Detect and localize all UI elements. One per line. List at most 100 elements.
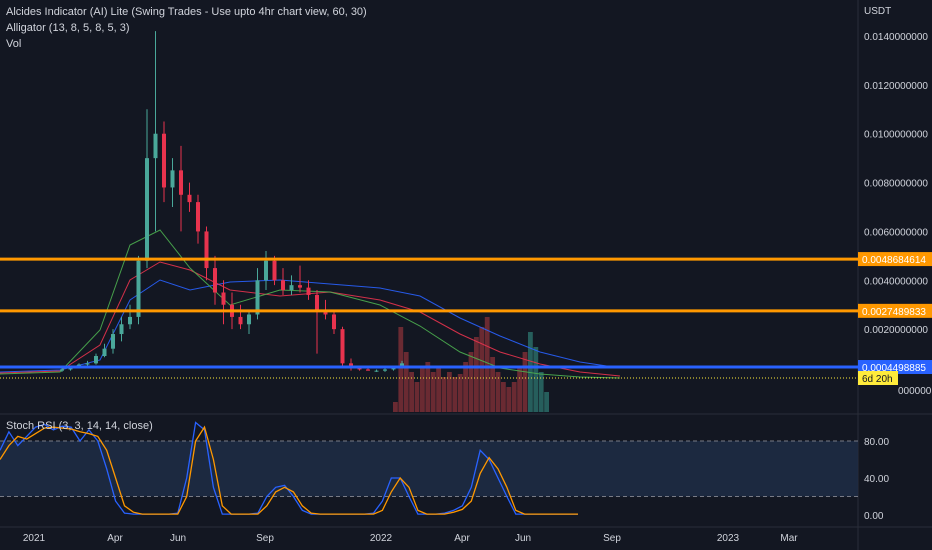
countdown-text: 6d 20h [862,374,893,385]
level-price-tag [858,252,932,267]
volume-bar [409,372,414,412]
stoch-tick-label: 0.00 [864,511,884,522]
price-tick-label: 0.0080000000 [864,179,928,190]
x-tick-label: Sep [256,533,274,544]
price-tick-label: 000000 [898,386,932,397]
volume-bar [468,352,474,412]
x-tick-label: Jun [170,533,186,544]
volume-bar [528,332,533,412]
volume-bar [398,327,404,412]
x-tick-label: 2022 [370,533,393,544]
volume-bar [517,367,522,412]
price-tick-label: 0.0040000000 [864,276,928,287]
level-price-text: 0.0027489833 [862,307,926,318]
volume-bar [538,372,544,412]
candle-body [247,314,251,325]
x-tick-label: Jun [515,533,531,544]
alligator-line [0,261,621,377]
candle-body [238,316,243,325]
currency-label: USDT [864,6,892,17]
alligator-line [0,229,621,379]
volume-bar [463,362,468,412]
candle-body [264,260,268,281]
candle-body [94,356,98,364]
candle-body [383,369,387,371]
candle-body [332,314,336,330]
candle-body [221,292,226,305]
price-tick-label: 0.0140000000 [864,32,928,43]
volume-bar [447,372,452,412]
candle-body [213,268,217,293]
candle-body [111,334,115,349]
volume-bar [420,367,425,412]
volume-bar [495,372,501,412]
volume-bar [511,382,517,412]
volume-bar [414,382,420,412]
alligator-legend[interactable]: Alligator (13, 8, 5, 8, 5, 3) [6,22,130,34]
candle-body [119,324,124,335]
level-price-text: 0.0004498885 [862,363,926,374]
candle-body [196,202,200,232]
volume-bar [393,402,398,412]
x-tick-label: Apr [454,533,470,544]
x-tick-label: Sep [603,533,621,544]
level-price-text: 0.0048684614 [862,255,926,266]
volume-bar [452,377,458,412]
alligator-line [0,279,621,373]
candle-body [85,363,90,365]
candle-body [357,368,362,370]
stoch-legend[interactable]: Stoch RSI (3, 3, 14, 14, close) [6,420,153,432]
candle-body [306,287,311,295]
candle-body [298,285,302,288]
candle-body [272,260,277,281]
price-tick-label: 0.0100000000 [864,130,928,141]
candle-body [315,294,319,310]
volume-bar [490,357,495,412]
indicator-legend[interactable]: Alcides Indicator (AI) Lite (Swing Trade… [6,6,367,18]
volume-bar [479,327,485,412]
candle-body [400,363,404,368]
countdown-tag [858,371,898,385]
price-tick-label: 0.0020000000 [864,325,928,336]
stoch-band [0,441,858,497]
volume-bar [436,367,441,412]
volume-bar [522,352,528,412]
price-tick-label: 0.0060000000 [864,227,928,238]
x-tick-label: 2021 [23,533,46,544]
level-price-tag [858,360,932,375]
volume-bar [484,317,490,412]
candle-body [366,369,370,371]
stoch-series-d [0,425,578,515]
vol-legend[interactable]: Vol [6,38,22,50]
candle-body [170,170,175,188]
candle-body [153,133,158,159]
volume-bar [430,372,436,412]
stoch-tick-label: 80.00 [864,437,889,448]
candle-body [145,158,149,261]
candle-body [128,316,132,325]
volume-bar [403,352,409,412]
stoch-series-k [0,421,578,515]
candle-body [340,329,345,364]
price-tick-label: 0.0120000000 [864,81,928,92]
volume-bar [457,374,463,412]
x-tick-label: 2023 [717,533,740,544]
stoch-tick-label: 40.00 [864,474,889,485]
candle-body [187,194,192,203]
candle-body [60,369,64,371]
candle-body [136,260,141,317]
candle-body [374,370,379,372]
x-tick-label: Apr [107,533,123,544]
volume-bar [474,337,479,412]
volume-bar [425,362,431,412]
volume-bar [533,347,539,412]
level-price-tag [858,303,932,318]
candle-body [289,285,294,291]
candle-body [255,280,260,315]
volume-bar [441,377,447,412]
candle-body [162,133,166,188]
volume-bar [501,382,506,412]
volume-bar [506,387,512,412]
candle-body [179,170,183,195]
